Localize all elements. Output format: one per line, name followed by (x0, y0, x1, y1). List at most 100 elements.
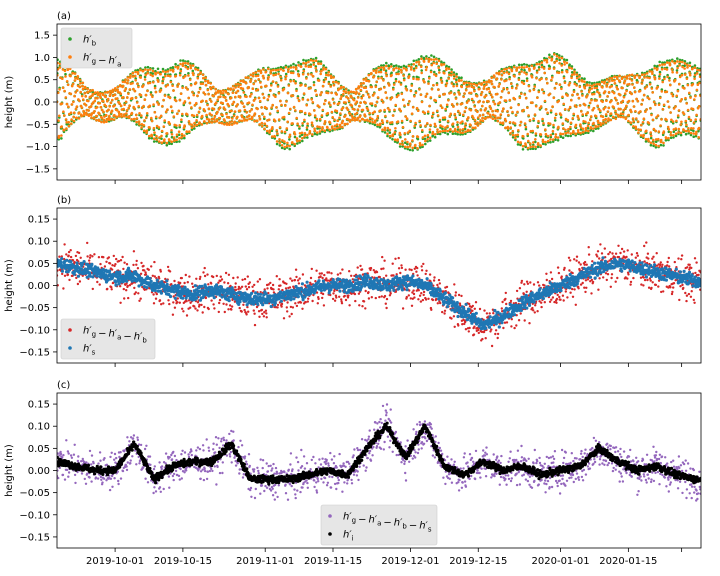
data-point (388, 131, 392, 134)
data-point (194, 68, 198, 71)
data-point (699, 94, 701, 97)
data-point (589, 115, 593, 118)
data-point (513, 75, 516, 78)
data-point (406, 147, 410, 151)
data-point (530, 75, 534, 79)
data-point (384, 69, 388, 72)
data-point (144, 73, 147, 77)
data-point (670, 118, 673, 122)
data-point (455, 72, 458, 76)
data-point (534, 104, 538, 108)
data-point (421, 129, 424, 132)
data-point (151, 72, 154, 75)
data-point (310, 98, 314, 101)
data-point (68, 112, 71, 116)
data-point (593, 83, 596, 86)
data-point (668, 61, 671, 65)
data-point (508, 98, 512, 102)
data-point (83, 92, 87, 95)
data-point (270, 106, 273, 109)
data-point (333, 124, 337, 128)
data-point (500, 67, 504, 71)
data-point (669, 133, 673, 137)
data-point (578, 85, 582, 89)
data-point (528, 69, 531, 72)
data-point (555, 57, 558, 61)
data-point (607, 106, 611, 110)
data-point (90, 116, 93, 119)
data-point (127, 106, 130, 110)
data-point (305, 103, 309, 107)
data-point (70, 84, 74, 88)
data-point (697, 136, 700, 139)
data-point (169, 105, 173, 108)
data-point (153, 275, 156, 278)
data-point (227, 273, 231, 276)
data-point (533, 113, 537, 116)
data-point (698, 73, 701, 76)
data-point (498, 82, 501, 86)
data-point (442, 63, 446, 66)
data-point (514, 134, 517, 137)
data-point (606, 82, 609, 86)
data-point (394, 127, 397, 130)
data-point (677, 127, 681, 131)
data-point (467, 85, 471, 88)
data-point (515, 69, 518, 72)
data-point (288, 135, 291, 139)
data-point (201, 73, 205, 77)
data-point (190, 123, 193, 126)
data-point (666, 125, 670, 129)
data-point (671, 60, 674, 63)
data-point (486, 116, 490, 119)
data-point (174, 299, 178, 302)
data-point (180, 276, 183, 280)
data-point (462, 113, 465, 117)
data-point (573, 70, 576, 73)
data-point (566, 131, 570, 134)
data-point (460, 85, 464, 89)
data-point (188, 78, 192, 82)
data-point (395, 72, 398, 76)
data-point (234, 288, 238, 291)
data-point (573, 68, 576, 72)
data-point (580, 110, 583, 113)
data-point (298, 125, 301, 128)
data-point (698, 69, 701, 72)
data-point (317, 60, 321, 63)
data-point (183, 136, 186, 140)
data-point (349, 112, 352, 116)
data-point (474, 108, 478, 112)
data-point (267, 118, 271, 122)
data-point (250, 92, 253, 96)
data-point (445, 82, 449, 85)
data-point (642, 133, 645, 137)
data-point (264, 309, 268, 312)
data-point (86, 241, 89, 245)
data-point (207, 307, 210, 311)
data-point (102, 120, 106, 124)
data-point (160, 137, 163, 140)
data-point (548, 92, 552, 96)
data-point (150, 265, 153, 268)
data-point (193, 124, 196, 128)
data-point (216, 111, 219, 114)
data-point (190, 128, 194, 131)
data-point (212, 94, 215, 98)
data-point (581, 94, 584, 97)
data-point (675, 119, 678, 123)
data-point (680, 98, 683, 101)
data-point (478, 114, 482, 117)
data-point (692, 129, 695, 133)
axes-frame (56, 23, 702, 181)
data-point (214, 101, 218, 104)
data-point (105, 260, 108, 263)
data-point (128, 104, 131, 107)
data-point (145, 129, 149, 132)
data-point (119, 285, 122, 288)
data-point (416, 135, 420, 139)
data-point (584, 126, 588, 130)
data-point (357, 85, 361, 88)
data-point (185, 314, 189, 317)
data-point (306, 98, 310, 102)
